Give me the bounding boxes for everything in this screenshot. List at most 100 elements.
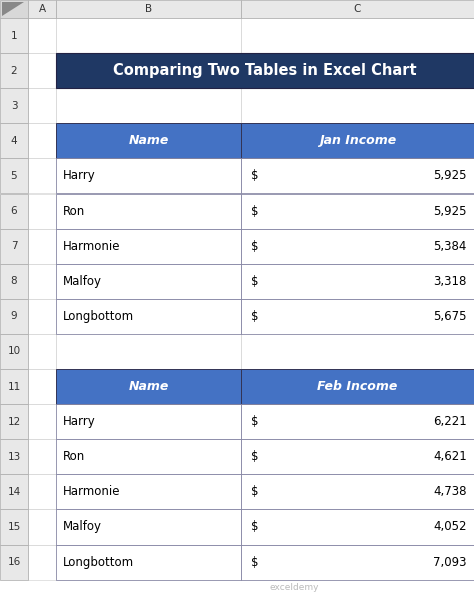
Bar (0, 334, 28, 369)
Text: Name: Name (128, 380, 169, 393)
Text: 15: 15 (8, 522, 21, 532)
Text: 11: 11 (8, 382, 21, 392)
Bar (56, 229, 241, 264)
Text: $: $ (251, 415, 258, 428)
Bar (56, 369, 241, 404)
Text: $: $ (251, 169, 258, 182)
Bar (0, 545, 28, 580)
Bar (241, 404, 474, 439)
Bar (0, 404, 28, 439)
Text: $: $ (251, 239, 258, 253)
Bar (56, 439, 241, 475)
Text: 10: 10 (8, 346, 20, 356)
Bar (0, 88, 28, 124)
Bar (56, 124, 241, 158)
Text: 3,318: 3,318 (434, 275, 467, 288)
Bar (241, 369, 474, 404)
Bar (0, 18, 28, 53)
Text: 12: 12 (8, 416, 21, 427)
Text: 14: 14 (8, 487, 21, 497)
Bar (56, 53, 474, 88)
Bar (0, 53, 28, 88)
Bar (241, 509, 474, 545)
Bar (56, 545, 241, 580)
Bar (241, 299, 474, 334)
Bar (241, 0, 474, 18)
Bar (241, 88, 474, 124)
Bar (0, 264, 28, 299)
Bar (241, 545, 474, 580)
Bar (241, 158, 474, 193)
Bar (28, 18, 56, 53)
Bar (56, 53, 241, 88)
Bar (56, 509, 241, 545)
Bar (241, 124, 474, 158)
Text: 5,925: 5,925 (434, 169, 467, 182)
Text: Ron: Ron (63, 205, 85, 218)
Bar (28, 53, 56, 88)
Text: Malfoy: Malfoy (63, 275, 102, 288)
Bar (0, 439, 28, 475)
Bar (28, 124, 56, 158)
Bar (241, 404, 474, 439)
Bar (28, 0, 56, 18)
Bar (241, 509, 474, 545)
Bar (0, 193, 28, 229)
Bar (56, 0, 241, 18)
Bar (56, 509, 241, 545)
Bar (56, 264, 241, 299)
Text: exceldemy: exceldemy (269, 583, 319, 592)
Bar (241, 229, 474, 264)
Bar (56, 193, 241, 229)
Text: 6,221: 6,221 (433, 415, 467, 428)
Bar (241, 334, 474, 369)
Bar (56, 158, 241, 193)
Text: 5,675: 5,675 (434, 310, 467, 323)
Bar (241, 474, 474, 509)
Bar (28, 299, 56, 334)
Text: 5,925: 5,925 (434, 205, 467, 218)
Bar (28, 229, 56, 264)
Polygon shape (2, 2, 24, 16)
Text: 5,384: 5,384 (434, 239, 467, 253)
Text: Longbottom: Longbottom (63, 310, 134, 323)
Bar (56, 369, 241, 404)
Text: Harry: Harry (63, 415, 96, 428)
Text: 2: 2 (11, 65, 18, 76)
Bar (0, 299, 28, 334)
Text: 4,738: 4,738 (434, 485, 467, 499)
Text: Longbottom: Longbottom (63, 556, 134, 569)
Bar (56, 299, 241, 334)
Text: 5: 5 (11, 171, 18, 181)
Text: Ron: Ron (63, 450, 85, 463)
Bar (28, 158, 56, 193)
Bar (56, 229, 241, 264)
Bar (28, 439, 56, 475)
Text: 7: 7 (11, 241, 18, 251)
Text: Name: Name (128, 134, 169, 148)
Bar (0, 124, 28, 158)
Bar (56, 334, 241, 369)
Text: B: B (145, 4, 152, 14)
Text: $: $ (251, 556, 258, 569)
Text: 13: 13 (8, 452, 21, 462)
Bar (0, 229, 28, 264)
Bar (241, 264, 474, 299)
Text: 9: 9 (11, 311, 18, 322)
Bar (28, 369, 56, 404)
Bar (241, 264, 474, 299)
Bar (28, 88, 56, 124)
Text: $: $ (251, 205, 258, 218)
Text: $: $ (251, 520, 258, 533)
Text: 1: 1 (11, 31, 18, 41)
Bar (28, 474, 56, 509)
Text: Malfoy: Malfoy (63, 520, 102, 533)
Bar (56, 404, 241, 439)
Text: 4,621: 4,621 (433, 450, 467, 463)
Text: Harry: Harry (63, 169, 96, 182)
Text: A: A (38, 4, 46, 14)
Text: $: $ (251, 310, 258, 323)
Text: 3: 3 (11, 101, 18, 111)
Bar (56, 158, 241, 193)
Text: C: C (354, 4, 361, 14)
